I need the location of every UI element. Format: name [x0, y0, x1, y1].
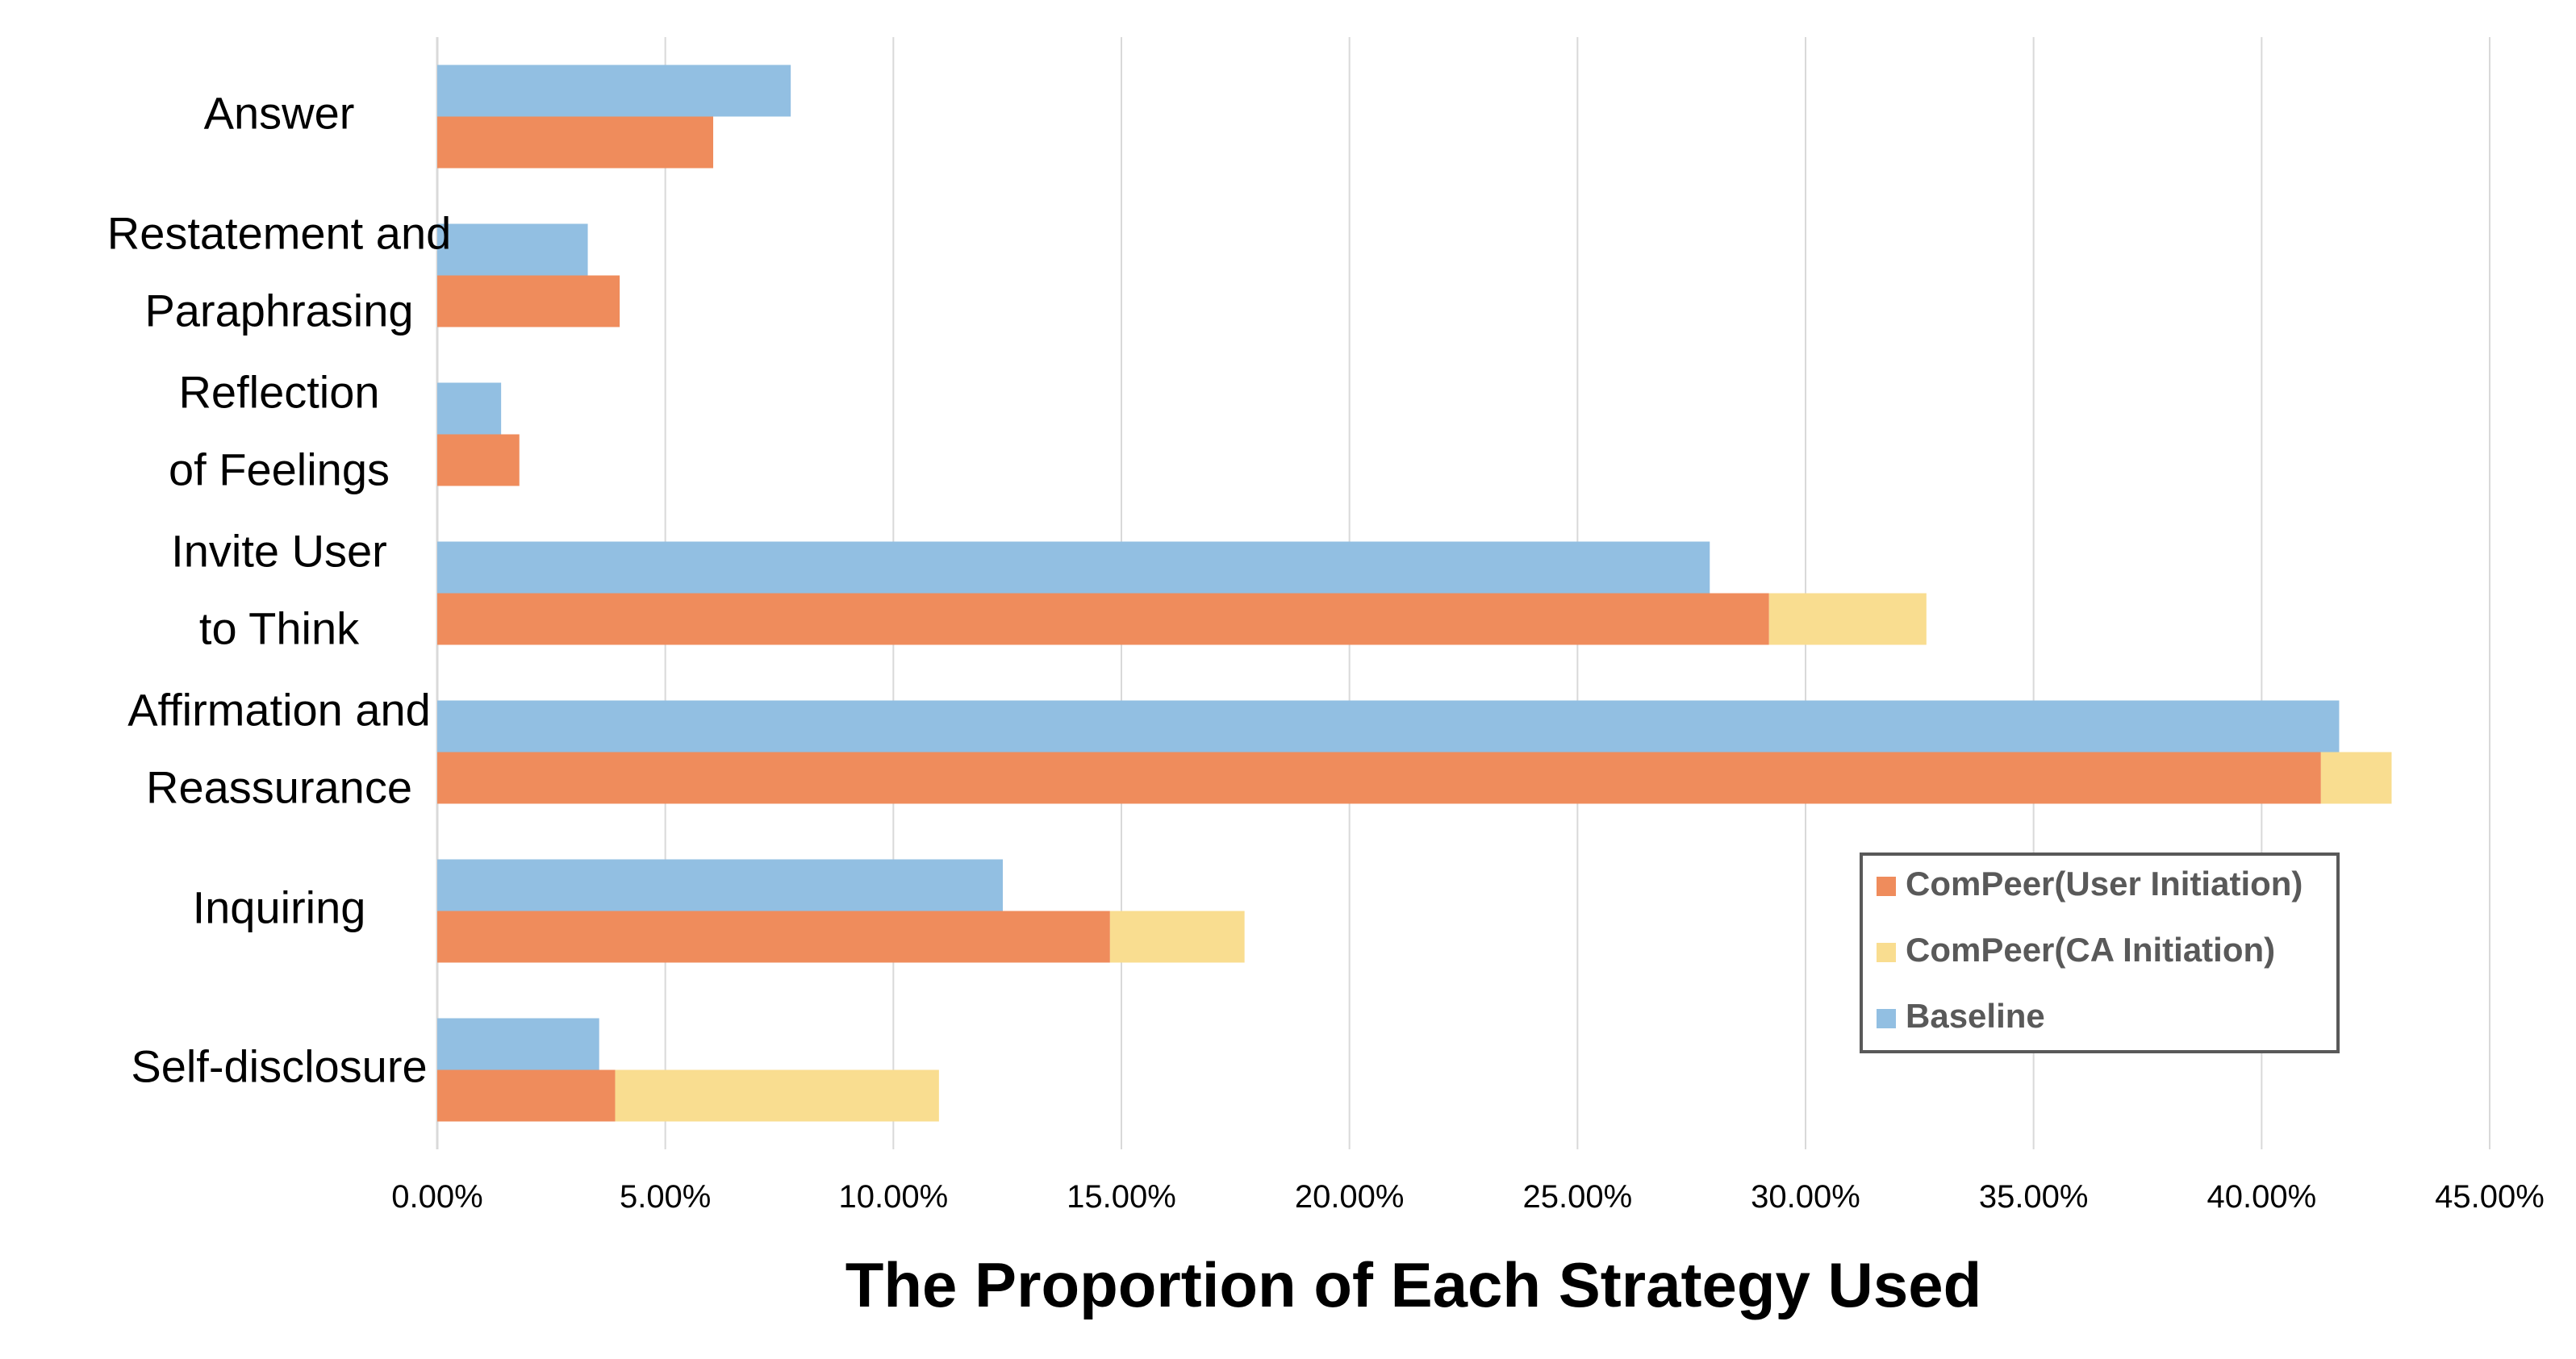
category-label: to Think	[199, 602, 360, 653]
x-axis-label: The Proportion of Each Strategy Used	[845, 1249, 1982, 1320]
category-label: Invite User	[171, 525, 387, 576]
bar-compeer-ca-initiation	[1768, 593, 1927, 645]
legend-swatch	[1877, 1009, 1896, 1028]
category-label: Affirmation and	[127, 684, 431, 735]
legend: ComPeer(User Initiation) ComPeer(CA Initi…	[1860, 853, 2340, 1053]
category-label: Reflection	[178, 366, 379, 417]
x-tick-label: 40.00%	[2207, 1179, 2316, 1215]
category-label: Restatement and	[107, 207, 451, 258]
legend-label: ComPeer(CA Initiation)	[1906, 931, 2275, 969]
legend-swatch	[1877, 877, 1896, 896]
category-label: Answer	[204, 87, 355, 138]
category-label: Paraphrasing	[144, 285, 413, 336]
category-label: of Feelings	[169, 444, 390, 494]
x-tick-labels: 0.00% 5.00% 10.00% 15.00% 20.00% 25.00% 30.00%…	[391, 1179, 2545, 1215]
bar-compeer-user-initiation	[437, 1069, 616, 1122]
bar-compeer-user-initiation	[437, 116, 714, 169]
x-tick-label: 45.00%	[2435, 1179, 2545, 1215]
category-label: Inquiring	[193, 882, 366, 932]
bar-baseline	[437, 859, 1004, 911]
category-labels: Answer Restatement and Paraphrasing Reflect…	[107, 87, 451, 1091]
x-tick-label: 0.00%	[391, 1179, 482, 1215]
x-tick-label: 20.00%	[1295, 1179, 1405, 1215]
legend-swatch	[1877, 943, 1896, 962]
bar-baseline	[437, 223, 588, 276]
bar-compeer-user-initiation	[437, 752, 2321, 804]
legend-box	[1860, 853, 2340, 1053]
legend-label: Baseline	[1906, 997, 2045, 1035]
legend-label: ComPeer(User Initiation)	[1906, 865, 2303, 903]
category-label: Reassurance	[146, 761, 412, 812]
bar-compeer-ca-initiation	[615, 1069, 939, 1122]
bar-compeer-user-initiation	[437, 593, 1769, 645]
x-tick-label: 10.00%	[838, 1179, 948, 1215]
bar-baseline	[437, 1018, 599, 1070]
bar-compeer-ca-initiation	[1109, 911, 1245, 963]
bar-compeer-user-initiation	[437, 434, 520, 486]
bar-baseline	[437, 65, 791, 117]
x-tick-label: 35.00%	[1979, 1179, 2089, 1215]
bar-baseline	[437, 700, 2340, 752]
bar-baseline	[437, 382, 502, 435]
bar-baseline	[437, 541, 1710, 594]
x-tick-label: 15.00%	[1067, 1179, 1176, 1215]
x-tick-label: 25.00%	[1522, 1179, 1632, 1215]
bar-compeer-user-initiation	[437, 275, 620, 327]
bar-compeer-ca-initiation	[2320, 752, 2392, 804]
x-tick-label: 30.00%	[1751, 1179, 1860, 1215]
category-label: Self-disclosure	[131, 1040, 427, 1091]
bars	[437, 65, 2392, 1122]
bar-compeer-user-initiation	[437, 911, 1110, 963]
x-tick-label: 5.00%	[620, 1179, 711, 1215]
